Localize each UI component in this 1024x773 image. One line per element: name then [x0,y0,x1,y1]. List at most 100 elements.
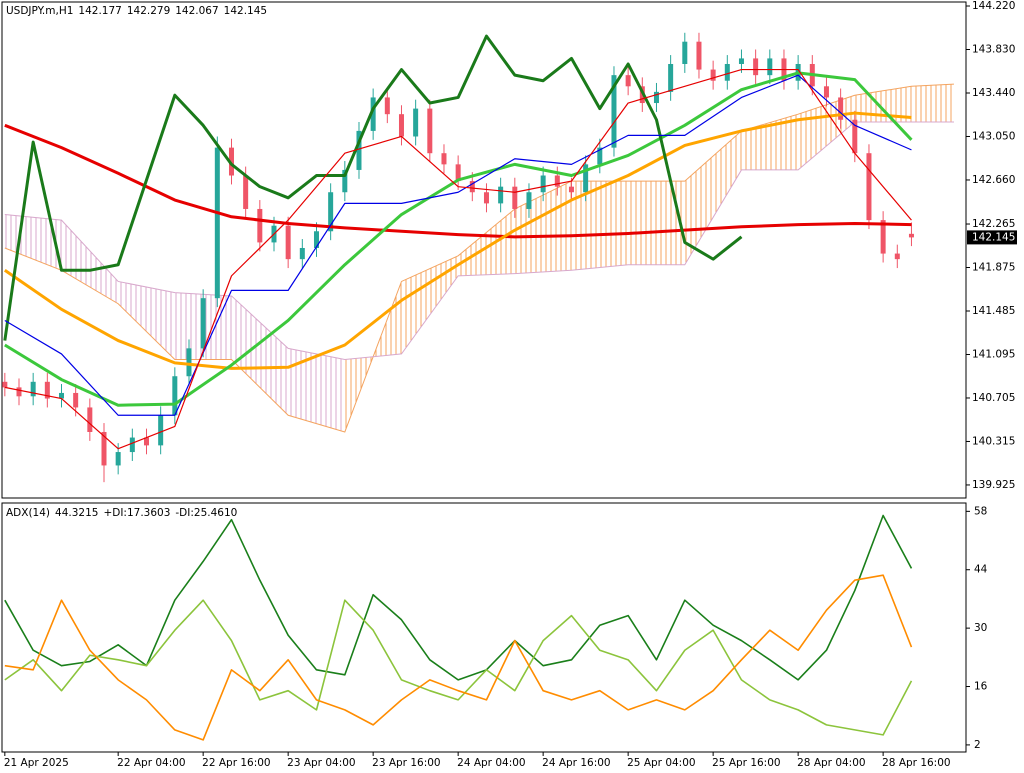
candle-body [696,41,702,70]
candle-body [583,164,589,193]
price-tag-label: 142.145 [972,231,1015,243]
x-tick-label: 25 Apr 16:00 [712,757,780,769]
y-tick-label: 143.830 [972,44,1015,56]
y-tick-label: 139.925 [972,479,1015,491]
price-tag [967,230,1017,245]
candle-body [880,220,886,254]
candle-body [512,186,518,209]
cloud-segment [628,181,685,265]
candle-body [30,381,36,397]
cloud-segment [684,130,742,265]
candle-body [2,381,8,388]
candle-body [852,119,858,154]
cloud-segment [571,181,629,271]
x-tick-label: 22 Apr 16:00 [202,757,270,769]
indicator-line [4,68,912,450]
candle-body [214,147,220,299]
candle-body [243,175,249,209]
adx-header: ADX(14) 44.3215 +DI:17.3603 -DI:25.4610 [6,507,237,519]
y-tick-label: 140.705 [972,392,1015,404]
x-tick-label: 23 Apr 04:00 [287,757,355,769]
indicator-line [4,71,913,407]
candle-body [370,97,376,131]
candle-body [200,298,206,349]
candle-body [908,233,914,238]
cloud-segment [911,84,954,122]
indicator-line [3,111,912,370]
adx-line [4,599,913,736]
cloud-segment [288,348,345,432]
candle-body [158,415,164,446]
candle-body [58,392,64,399]
y-tick-label: 141.485 [972,305,1015,317]
candle-body [469,181,475,193]
adx-line [4,574,913,741]
candle-body [540,175,546,193]
open: 142.177 [78,5,121,17]
indicator-line [3,34,743,341]
x-tick-label: 28 Apr 16:00 [882,757,950,769]
candle-body [611,75,617,148]
mdi-value: 25.4610 [194,507,237,519]
indicator-line [4,123,912,239]
y-tick-label: 141.095 [972,348,1015,360]
candle-body [328,192,334,232]
adx-panel [1,502,967,753]
x-tick-label: 23 Apr 16:00 [372,757,440,769]
y-tick-label: 141.875 [972,262,1015,274]
candle-body [894,253,900,260]
candle-body [285,225,291,260]
candle-body [44,381,50,399]
candle-body [115,452,121,466]
candle-body [668,64,674,92]
candle-body [653,91,659,104]
pdi-name: +DI: [103,507,127,519]
candle-body [568,186,574,193]
x-tick-label: 24 Apr 16:00 [542,757,610,769]
cloud-segment [61,220,119,304]
y-tick-label: 143.440 [972,87,1015,99]
cloud-segment [4,214,62,271]
candle-body [823,86,829,98]
y-tick-label: 44 [974,564,988,576]
candle-body [87,407,93,432]
cloud-segment [118,281,175,360]
candle-body [313,231,319,248]
candle-body [753,58,759,76]
adx-value: 44.3215 [55,507,98,519]
candle-body [724,64,730,81]
x-tick-label: 21 Apr 2025 [4,757,69,769]
candle-body [257,208,263,243]
candle-body [526,192,532,209]
y-tick-label: 2 [974,739,981,751]
y-tick-label: 143.050 [972,130,1015,142]
candle-body [342,169,348,193]
cloud-span [4,121,954,361]
candle-body [228,147,234,176]
candle-body [483,192,489,204]
x-tick-label: 25 Apr 04:00 [627,757,695,769]
candle-body [838,97,844,120]
candle-body [186,348,192,377]
low: 142.067 [175,5,218,17]
price-header: USDJPY.m,H1 142.177 142.279 142.067 142.145 [6,5,267,17]
candle-body [767,58,773,76]
candle-body [710,69,716,81]
y-tick-label: 144.220 [972,0,1015,12]
candle-body [427,108,433,154]
cloud-segment [401,255,459,354]
candle-body [73,392,79,408]
candle-body [441,153,447,165]
cloud-span [4,83,954,433]
candle-body [129,437,135,453]
candle-body [356,130,362,170]
candle-body [413,108,419,137]
candle-body [172,376,178,416]
indicator-line [4,74,912,416]
pdi-value: 17.3603 [127,507,170,519]
y-tick-label: 140.315 [972,435,1015,447]
close: 142.145 [224,5,267,17]
candle-body [16,387,22,397]
